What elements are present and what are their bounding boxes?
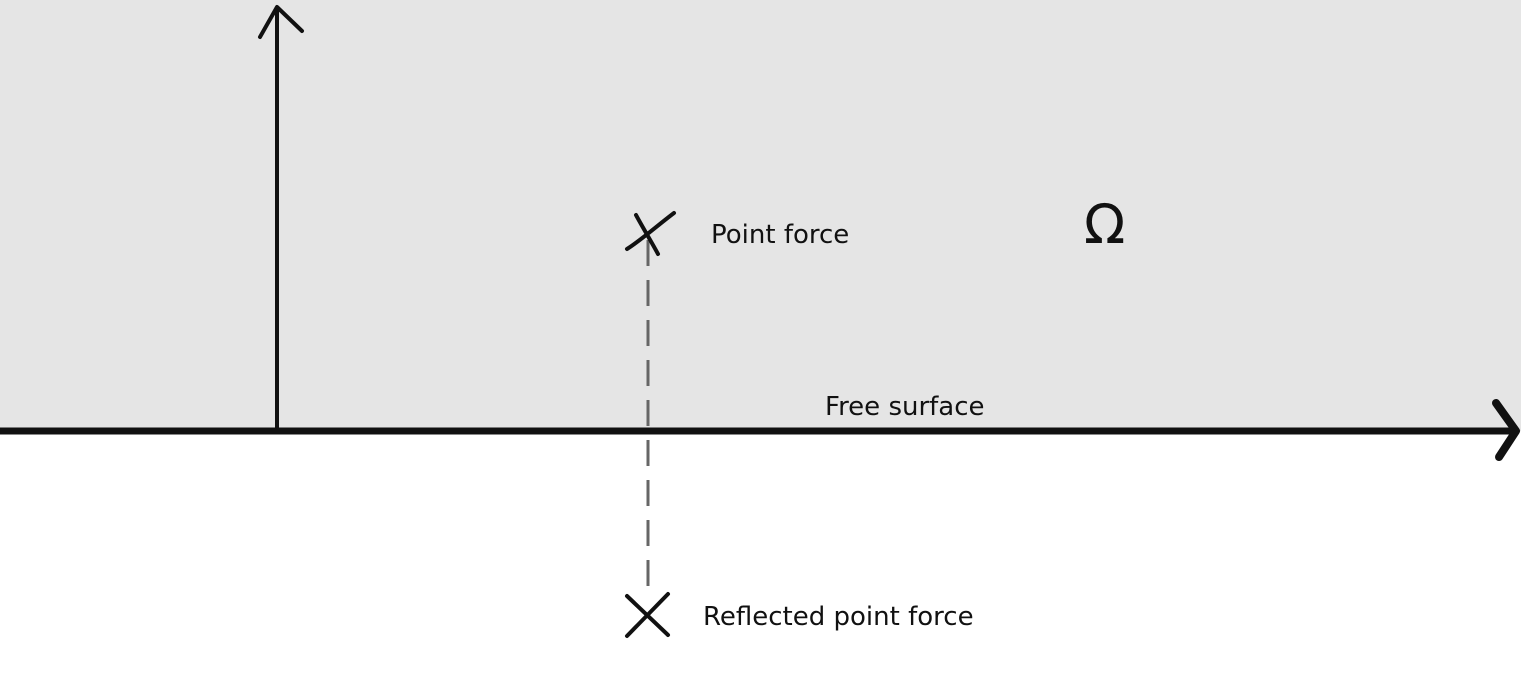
reflected-point-force-cross-icon (625, 592, 670, 638)
domain-region (0, 0, 1521, 431)
vertical-axis-arrow-icon (258, 5, 304, 39)
point-force-label: Point force (711, 220, 850, 250)
domain-omega-label: Ω (1084, 193, 1126, 256)
horizontal-axis-arrow-icon (1492, 399, 1520, 461)
point-force-cross-icon (625, 211, 676, 256)
free-surface-label: Free surface (825, 392, 985, 422)
reflected-point-force-label: Reflected point force (703, 602, 974, 632)
